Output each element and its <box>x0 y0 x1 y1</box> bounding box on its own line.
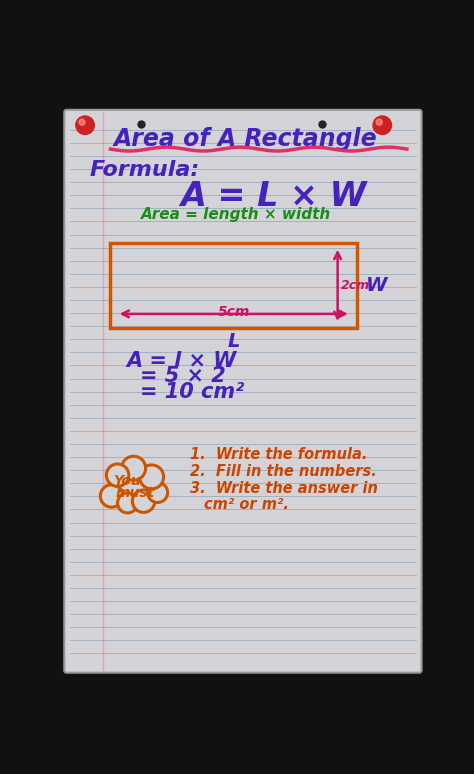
Text: = 5 × 2: = 5 × 2 <box>140 366 226 386</box>
Circle shape <box>106 464 129 486</box>
Text: 2.  Fill in the numbers.: 2. Fill in the numbers. <box>190 464 376 479</box>
Text: 3.  Write the answer in: 3. Write the answer in <box>190 481 378 496</box>
Text: A = l × W: A = l × W <box>126 351 236 371</box>
Text: A = L × W: A = L × W <box>180 180 366 214</box>
Bar <box>110 243 357 327</box>
Circle shape <box>132 490 155 512</box>
Text: You: You <box>114 474 141 488</box>
Text: W: W <box>366 276 388 295</box>
Circle shape <box>118 493 137 513</box>
Circle shape <box>121 456 146 480</box>
Text: Area of A Rectangle: Area of A Rectangle <box>113 127 377 151</box>
Text: must: must <box>116 486 155 500</box>
Text: cm² or m².: cm² or m². <box>204 497 289 512</box>
Text: = 10 cm²: = 10 cm² <box>140 382 244 402</box>
Text: 5cm: 5cm <box>218 305 250 320</box>
Circle shape <box>76 116 94 135</box>
Circle shape <box>79 119 85 125</box>
Text: 1.  Write the formula.: 1. Write the formula. <box>190 447 367 462</box>
FancyBboxPatch shape <box>64 110 421 673</box>
Circle shape <box>139 465 164 489</box>
Text: Formula:: Formula: <box>90 160 200 180</box>
Circle shape <box>376 119 383 125</box>
Circle shape <box>100 485 123 507</box>
Text: Area = length × width: Area = length × width <box>141 207 331 222</box>
Circle shape <box>373 116 392 135</box>
Text: 2cm: 2cm <box>341 279 370 292</box>
Circle shape <box>147 482 168 502</box>
Text: L: L <box>228 332 240 351</box>
